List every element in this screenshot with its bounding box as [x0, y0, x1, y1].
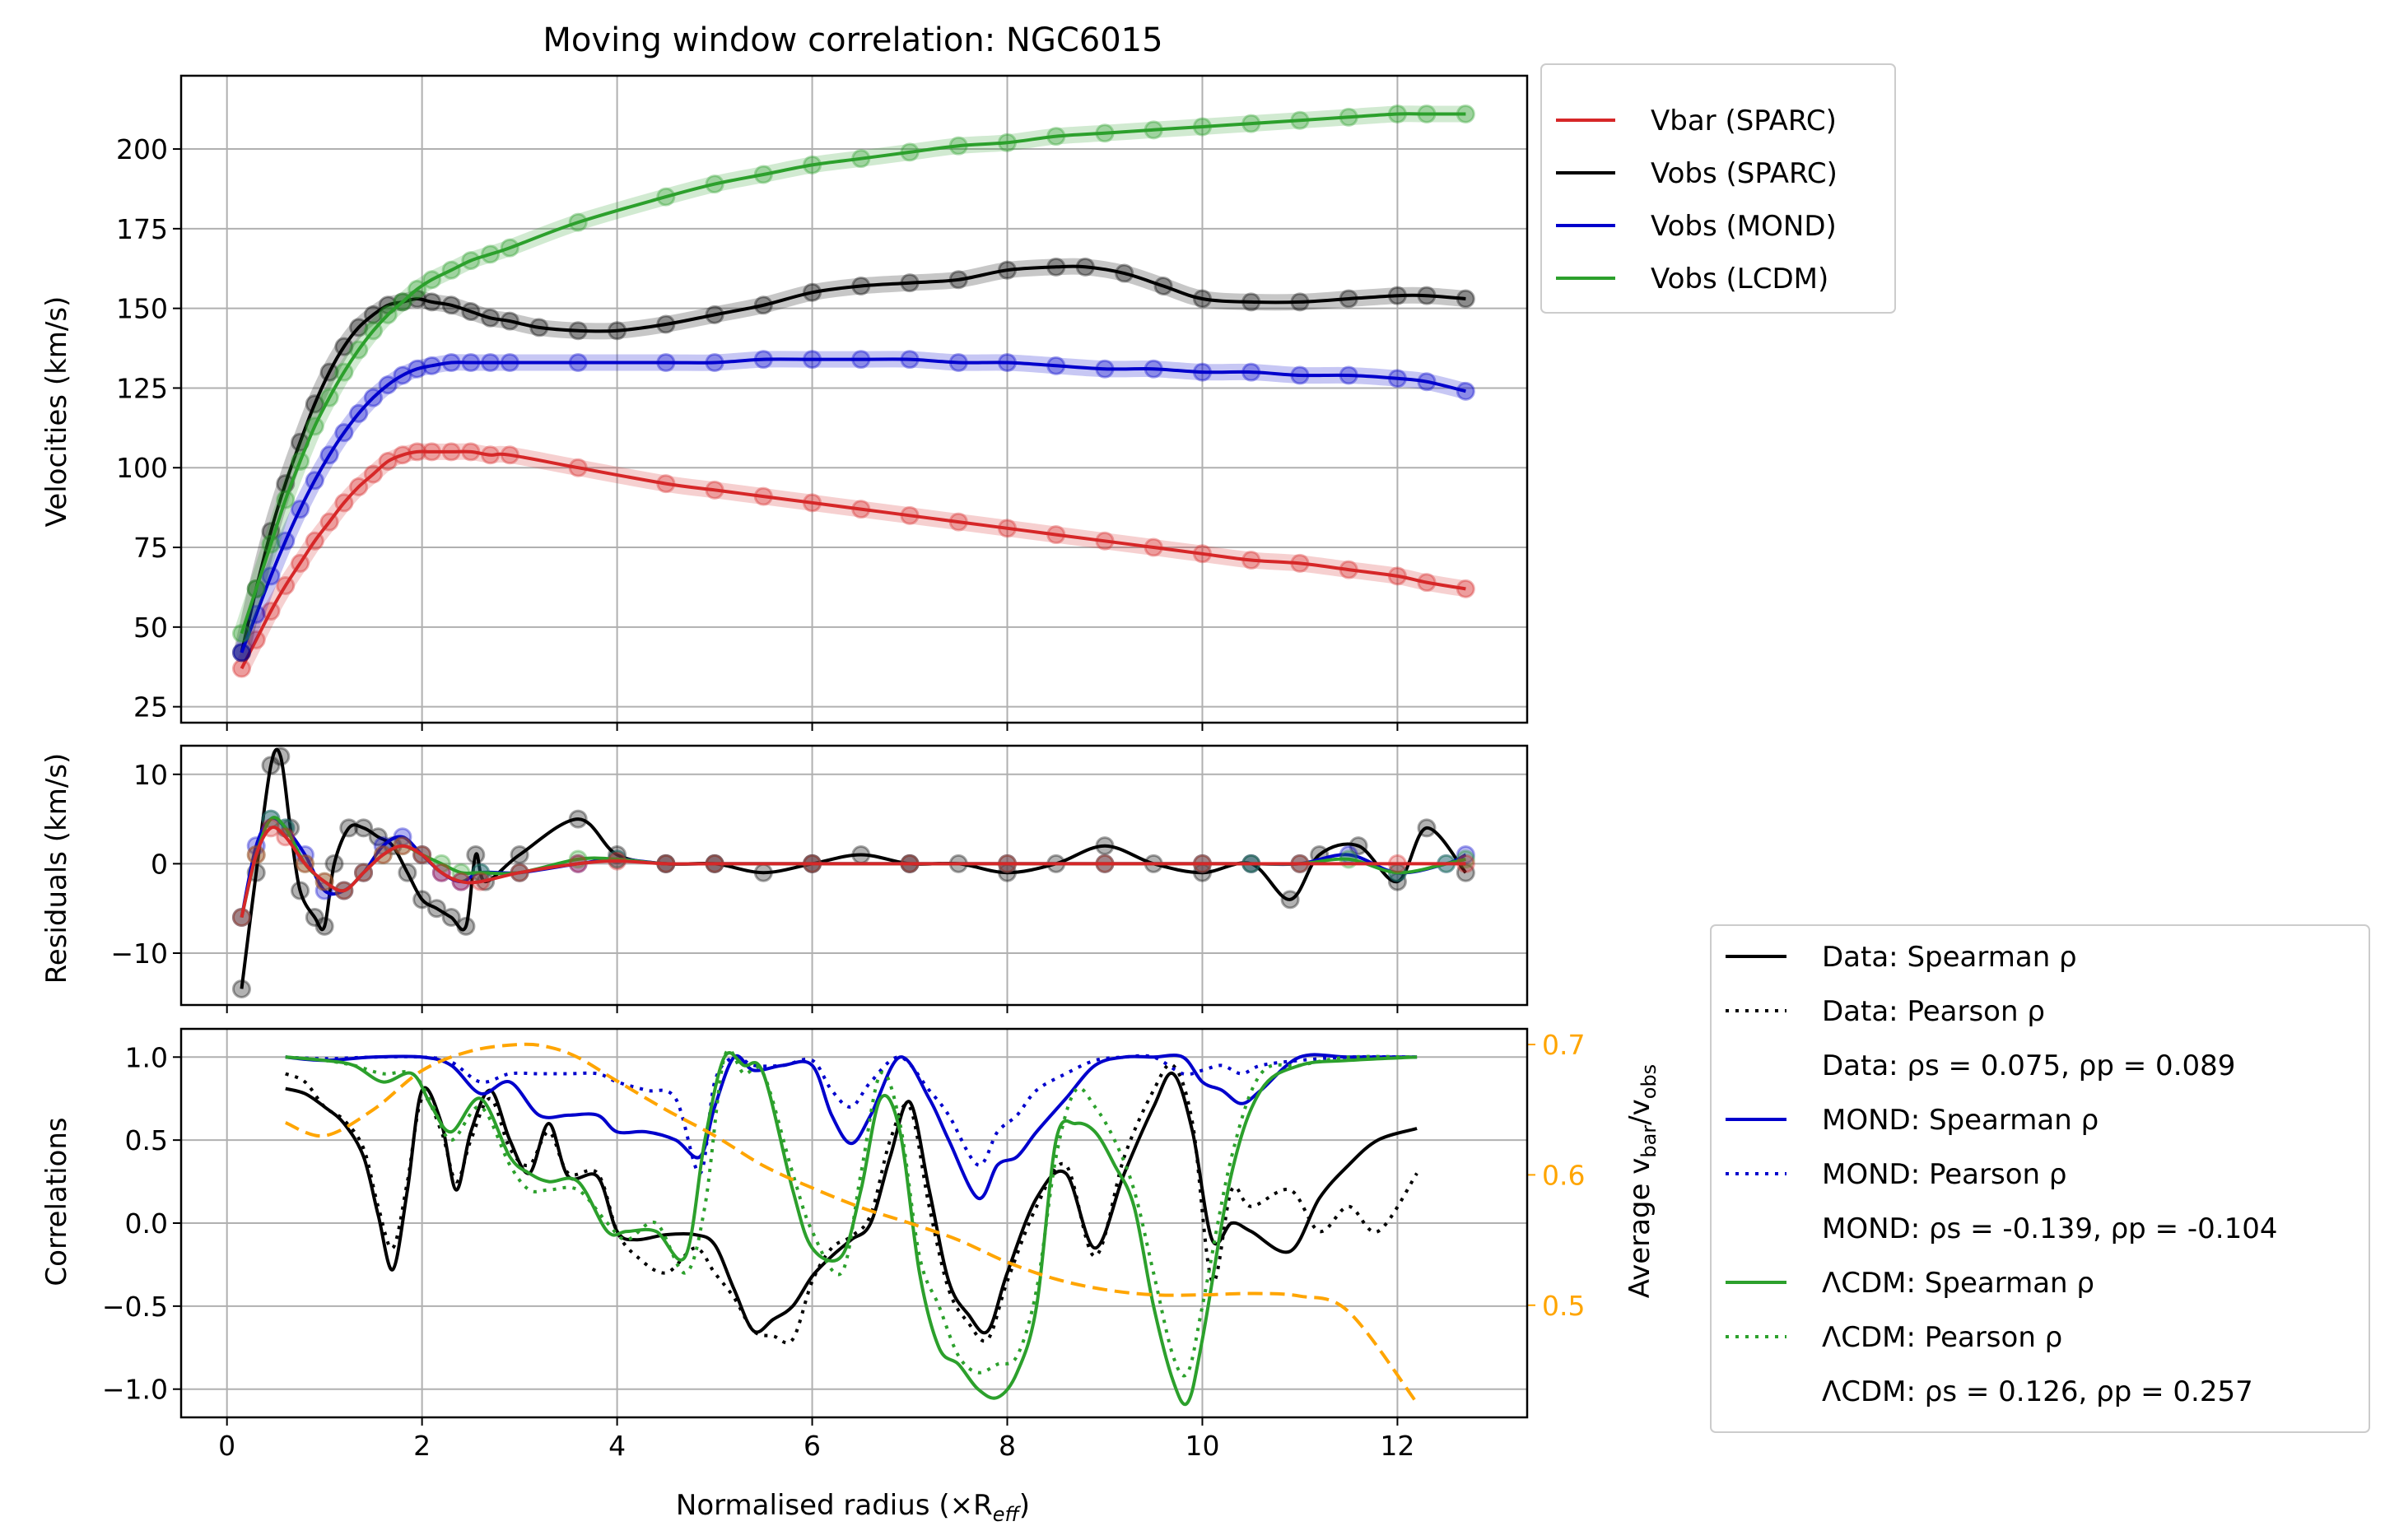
y-tick-label: −0.5: [102, 1291, 168, 1323]
correlations-panel: −1.0 −0.5 0.0 0.5 1.0 0 2 4 6 8 10 12 0.5 0.6 0.7: [102, 1027, 1585, 1462]
legend-label: MOND: Spearman ρ: [1822, 1104, 2099, 1137]
x-tick-label: 6: [804, 1430, 821, 1462]
x-tick-label: 4: [608, 1430, 626, 1462]
y-tick-label: 0: [151, 848, 168, 880]
legend-label: Data: Spearman ρ: [1822, 941, 2077, 974]
y-right-tick-label: 0.6: [1542, 1159, 1585, 1191]
legend-label: MOND: Pearson ρ: [1822, 1158, 2066, 1191]
x-tick-label: 2: [413, 1430, 431, 1462]
y-tick-label: 10: [133, 759, 168, 791]
y-tick-label: 150: [116, 293, 168, 325]
chart-title: Moving window correlation: NGC6015: [543, 21, 1162, 59]
y-label-residuals: Residuals (km/s): [40, 753, 73, 984]
data-point: [231, 643, 251, 663]
y-tick-label: 25: [133, 691, 168, 723]
y-tick-label: −1.0: [102, 1374, 168, 1406]
legend-label: Vobs (SPARC): [1651, 157, 1838, 190]
series-line: [285, 1054, 1418, 1175]
data-point: [231, 624, 251, 644]
y-label-correlations: Correlations: [40, 1117, 73, 1286]
residuals-panel: −10 0 10: [110, 744, 1529, 1013]
legend-label: Data: ρs = 0.075, ρp = 0.089: [1822, 1049, 2235, 1082]
series-line: [285, 1053, 1418, 1200]
series-line: [285, 1042, 1418, 1404]
y-right-tick-label: 0.7: [1542, 1029, 1585, 1061]
axes-frame: [179, 74, 1529, 724]
series-line: [285, 1063, 1418, 1345]
y-label-right: Average vbar/vobs: [1623, 1064, 1661, 1298]
legend-label: ΛCDM: Spearman ρ: [1822, 1267, 2094, 1300]
y-label-velocities: Velocities (km/s): [40, 296, 73, 528]
y-tick-label: 100: [116, 452, 168, 484]
x-tick-label: 8: [999, 1430, 1016, 1462]
series-line: [285, 1051, 1418, 1407]
legend-correlations: Data: Spearman ρ Data: Pearson ρ Data: ρs …: [1710, 924, 2370, 1433]
legend-label: Vobs (LCDM): [1651, 263, 1828, 295]
axes-frame: [179, 744, 1529, 1007]
y-tick-label: 1.0: [125, 1041, 168, 1073]
y-tick-label: 50: [133, 612, 168, 644]
series-line: [240, 264, 1466, 654]
legend-label: ΛCDM: Pearson ρ: [1822, 1321, 2062, 1354]
y-tick-label: 0.5: [125, 1124, 168, 1156]
legend-label: MOND: ρs = -0.139, ρp = -0.104: [1822, 1212, 2277, 1245]
x-tick-label: 12: [1380, 1430, 1414, 1462]
legend-frame: [1710, 924, 2370, 1433]
series-line: [240, 826, 1466, 919]
legend-label: Vobs (MOND): [1651, 210, 1837, 243]
legend-label: Data: Pearson ρ: [1822, 995, 2045, 1028]
series-line: [240, 449, 1466, 670]
y-tick-label: −10: [110, 937, 168, 970]
y-tick-label: 0.0: [125, 1207, 168, 1240]
legend-label: Vbar (SPARC): [1651, 105, 1837, 137]
x-axis-label: Normalised radius (×Reff): [676, 1489, 1030, 1526]
legend-velocities: Vbar (SPARC) Vobs (SPARC) Vobs (MOND) Vobs …: [1540, 63, 1896, 314]
series-line: [240, 357, 1466, 654]
x-tick-label: 0: [218, 1430, 235, 1462]
legend-label: ΛCDM: ρs = 0.126, ρp = 0.257: [1822, 1375, 2253, 1408]
error-band: [233, 443, 1474, 677]
series-line: [285, 1071, 1418, 1335]
y-tick-label: 125: [116, 372, 168, 404]
axes-frame: [179, 1027, 1529, 1419]
x-tick-label: 10: [1185, 1430, 1219, 1462]
y-tick-label: 200: [116, 133, 168, 165]
y-right-tick-label: 0.5: [1542, 1290, 1585, 1322]
series-line: [240, 747, 1467, 989]
velocities-panel: 25 50 75 100 125 150 175 200: [116, 74, 1529, 731]
y-tick-label: 75: [133, 532, 168, 564]
legend-frame: [1540, 63, 1896, 314]
series-line: [240, 112, 1466, 635]
series-line: [285, 1048, 1418, 1378]
y-tick-label: 175: [116, 213, 168, 245]
data-point: [231, 643, 251, 663]
